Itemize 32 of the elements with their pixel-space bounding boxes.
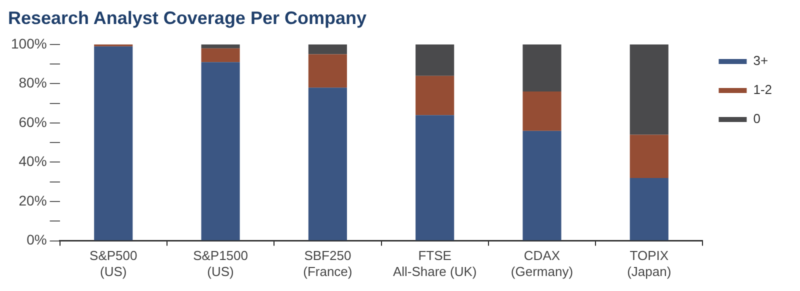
bar <box>630 134 668 178</box>
x-tick-label: S&P500 (US) <box>90 248 138 279</box>
bar <box>94 46 133 240</box>
bar <box>630 178 668 240</box>
bar <box>416 44 454 76</box>
bar <box>201 62 240 240</box>
x-tick-label: FTSE All-Share (UK) <box>392 248 477 279</box>
x-tick-label: TOPIX (Japan) <box>627 248 672 279</box>
y-tick-label: 60% <box>18 114 47 130</box>
x-tick-label: SBF250 (France) <box>303 248 352 279</box>
bar <box>522 44 562 92</box>
bar <box>308 44 347 54</box>
x-tick-label: S&P1500 (US) <box>193 248 248 279</box>
bar <box>308 88 347 240</box>
x-tick-label: CDAX (Germany) <box>510 248 574 279</box>
bar <box>308 54 347 88</box>
y-tick-label: 0% <box>26 232 47 248</box>
y-tick-label: 100% <box>10 35 47 52</box>
bar <box>201 48 240 62</box>
bar <box>522 130 562 240</box>
bar <box>522 92 562 131</box>
chart-title: Research Analyst Coverage Per Company <box>8 8 368 29</box>
legend-label: 0 <box>753 111 760 126</box>
y-tick-label: 20% <box>18 192 47 208</box>
bar <box>416 76 454 116</box>
y-tick-label: 80% <box>18 74 47 91</box>
bar <box>201 44 240 48</box>
y-tick-label: 40% <box>18 153 47 170</box>
bar <box>630 44 668 135</box>
legend-label: 1-2 <box>753 82 772 98</box>
bar <box>416 115 454 240</box>
legend-label: 3+ <box>753 53 768 68</box>
